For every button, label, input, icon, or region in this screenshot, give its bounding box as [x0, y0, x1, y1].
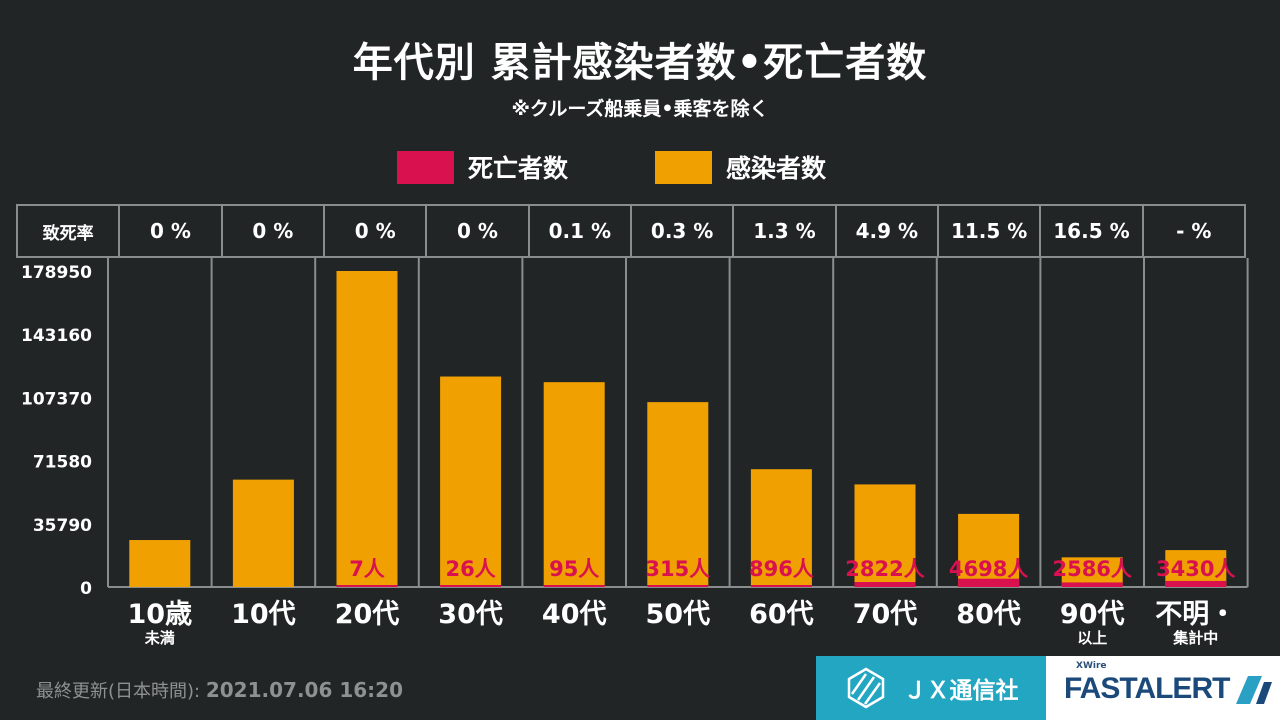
legend-swatch-deaths: [397, 150, 454, 184]
death-count-label: 7人: [349, 557, 385, 581]
bar-infections: [1165, 550, 1227, 587]
death-count-label: 2586人: [1052, 557, 1131, 581]
death-count-label: 95人: [549, 557, 599, 581]
fastalert-logo-panel: XWire FASTALERT: [1046, 656, 1280, 720]
legend-item-infections: 感染者数: [655, 150, 826, 184]
x-category-label: 10代: [231, 599, 296, 630]
bar-deaths: [750, 585, 812, 587]
y-tick-label: 0: [80, 579, 92, 599]
fatality-rate-table: 致死率 0 % 0 % 0 % 0 % 0.1 % 0.3 % 1.3 % 4.…: [16, 204, 1246, 258]
last-updated-label: 最終更新(日本時間):: [36, 681, 201, 702]
jx-logo-text: ＪＸ通信社: [903, 678, 1019, 704]
death-count-label: 896人: [749, 557, 814, 581]
xwire-label: XWire: [1076, 661, 1107, 671]
legend-item-deaths: 死亡者数: [397, 150, 568, 184]
y-tick-label: 107370: [21, 389, 92, 409]
death-count-label: 4698人: [949, 557, 1028, 581]
jx-logo-panel: ＪＸ通信社: [816, 656, 1046, 720]
bar-deaths: [1165, 580, 1227, 587]
death-count-label: 26人: [445, 557, 495, 581]
bar-infections: [129, 540, 191, 587]
legend-swatch-infections: [655, 150, 712, 184]
y-tick-label: 35790: [33, 516, 92, 536]
chart-subtitle: ※クルーズ船乗員•乗客を除く: [511, 98, 769, 120]
legend-label-deaths: 死亡者数: [468, 154, 569, 183]
bar-infections: [1061, 557, 1123, 587]
fatality-rate-cell: 11.5 %: [936, 206, 1039, 256]
x-category-label: 30代: [438, 599, 503, 630]
x-category-sublabel: 集計中: [1172, 629, 1218, 647]
x-category-label: 60代: [749, 599, 814, 630]
fatality-rate-cell: - %: [1141, 206, 1244, 256]
x-category-label: 50代: [646, 599, 711, 630]
fatality-rate-cell: 0.1 %: [527, 206, 630, 256]
y-tick-label: 71580: [33, 453, 92, 473]
bar-deaths: [854, 582, 916, 587]
fatality-rate-cell: 16.5 %: [1039, 206, 1141, 256]
fatality-rate-cell: 1.3 %: [732, 206, 834, 256]
legend-label-infections: 感染者数: [726, 154, 827, 183]
fastalert-logo-text: FASTALERT: [1064, 672, 1230, 705]
fatality-rate-cell: 0 %: [220, 206, 323, 256]
fatality-rate-cell: 0 %: [425, 206, 527, 256]
death-count-label: 2822人: [845, 557, 924, 581]
bar-deaths: [543, 585, 605, 587]
bar-deaths: [440, 585, 502, 587]
y-tick-label: 178950: [21, 263, 92, 283]
bar-deaths: [336, 585, 398, 587]
fatality-rate-cell: 0 %: [118, 206, 220, 256]
bar-infections: [440, 376, 502, 587]
jx-logo-icon: [847, 667, 884, 709]
x-category-label: 70代: [853, 599, 918, 630]
fatality-rate-cell: 0 %: [322, 206, 425, 256]
x-category-sublabel: 以上: [1077, 629, 1107, 647]
y-tick-label: 143160: [21, 326, 92, 346]
bar-infections: [854, 484, 916, 587]
bar-infections: [647, 402, 709, 587]
last-updated: 最終更新(日本時間): 2021.07.06 16:20: [36, 677, 403, 703]
x-category-label: 80代: [956, 599, 1021, 630]
chart-title: 年代別 累計感染者数•死亡者数: [352, 40, 928, 86]
x-category-label: 20代: [335, 599, 400, 630]
bar-deaths: [1061, 582, 1123, 587]
x-category-label: 90代: [1060, 599, 1125, 630]
last-updated-time: 2021.07.06 16:20: [205, 678, 403, 702]
bar-infections: [750, 469, 812, 587]
fatality-rate-cell: 0.3 %: [629, 206, 732, 256]
bar-deaths: [958, 578, 1020, 587]
bar-infections: [336, 271, 398, 587]
x-category-label: 不明・: [1155, 599, 1236, 630]
fatality-rate-cell: 4.9 %: [834, 206, 937, 256]
bar-infections: [958, 513, 1020, 587]
fatality-rate-label: 致死率: [42, 223, 94, 244]
x-category-label: 40代: [542, 599, 607, 630]
bar-infections: [543, 382, 605, 587]
bar-deaths: [647, 585, 709, 587]
bar-infections: [232, 479, 294, 587]
death-count-label: 315人: [645, 557, 710, 581]
fastalert-logo-icon: [1236, 676, 1272, 704]
x-category-sublabel: 未満: [144, 629, 175, 647]
death-count-label: 3430人: [1156, 557, 1235, 581]
x-category-label: 10歳: [128, 599, 193, 630]
